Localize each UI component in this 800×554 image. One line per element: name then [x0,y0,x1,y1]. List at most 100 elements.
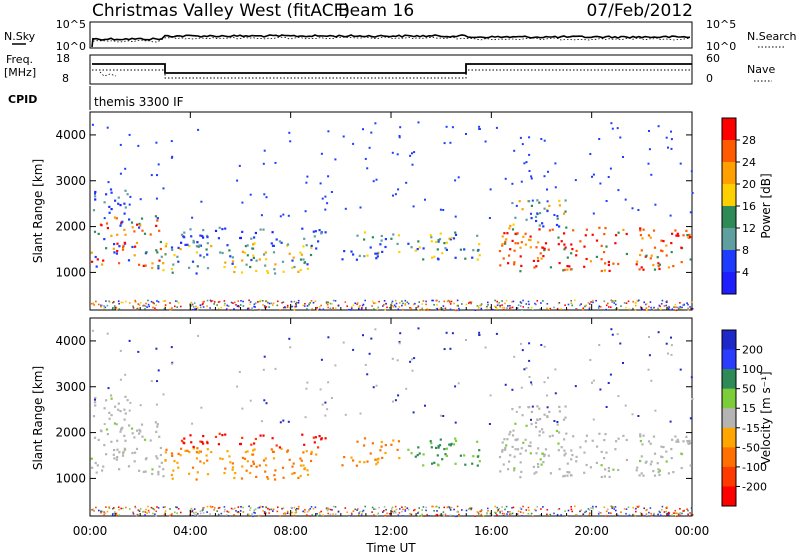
velocity-cell [562,418,566,421]
power-cell [150,300,153,303]
velocity-cell [94,398,96,401]
power-cell [504,242,507,245]
velocity-cell [499,511,501,514]
power-cell [558,262,561,265]
power-cell [263,306,266,308]
velocity-cell [437,446,440,449]
power-cell [108,301,111,303]
power-cell [543,207,546,210]
power-cell [93,304,95,306]
velocity-cell [560,446,563,449]
power-cell [238,164,241,167]
velocity-cell [603,457,606,460]
velocity-cell [671,438,674,441]
velocity-cell [523,368,526,371]
velocity-cell [364,363,367,366]
velocity-cell [297,505,300,508]
velocity-cell [162,393,165,396]
power-cell [648,130,650,132]
velocity-cell [260,505,262,508]
velocity-cell [666,506,668,508]
velocity-cell [197,512,199,515]
power-cell [679,306,681,308]
velocity-cell [199,460,202,463]
velocity-cell [548,435,551,438]
power-cell [193,306,195,308]
velocity-cell [268,512,270,514]
velocity-cell [209,505,212,508]
power-cell [507,305,509,307]
power-cell [536,199,539,202]
velocity-cell [547,454,550,457]
power-cell [195,307,198,310]
velocity-cell [614,448,617,451]
velocity-cell [652,435,656,438]
velocity-cell [553,420,556,422]
velocity-cell [196,447,199,450]
power-cell [667,266,670,269]
velocity-cell [562,475,565,478]
velocity-cell [302,464,305,467]
power-cell [687,309,690,311]
power-cell [320,304,322,307]
velocity-cell [660,455,663,458]
power-cell [282,270,285,273]
power-cell [616,127,619,130]
velocity-cell [246,460,249,463]
velocity-cell [513,467,516,470]
velocity-cell [136,429,139,432]
velocity-cell [582,513,585,515]
power-cell [617,308,619,311]
velocity-cell [450,442,453,445]
power-cell [656,256,659,259]
power-cell [509,305,511,307]
power-cell [470,301,473,304]
power-cell [332,307,334,309]
power-cell [319,308,321,311]
velocity-cell [414,508,416,511]
velocity-cell [690,513,692,516]
velocity-cell [657,471,660,474]
power-cell [119,224,122,227]
power-cell [219,251,222,254]
power-cell [517,304,520,306]
velocity-cell [598,432,601,435]
power-cell [456,299,459,302]
power-cell [638,268,641,271]
velocity-cell [128,424,131,427]
power-cell [534,215,538,218]
velocity-cell [397,514,400,516]
velocity-cell [390,508,393,510]
velocity-cell [603,506,606,509]
power-cell [160,255,163,258]
power-cell [652,264,655,267]
power-cell [407,302,410,305]
velocity-cell [226,450,229,453]
power-cell [514,242,517,245]
power-cell [428,309,431,311]
power-cell [436,304,438,306]
power-cell [295,305,298,308]
velocity-cell [155,515,157,517]
power-cell [690,301,693,303]
velocity-cell [202,435,205,438]
power-cell [192,241,195,244]
power-cell [657,265,660,268]
colorbar-swatch [722,447,736,468]
velocity-cell [121,426,124,429]
power-cell [592,212,595,215]
velocity-cell [501,510,503,512]
power-cell [484,140,487,143]
power-cell [401,300,403,302]
colorbar-swatch [722,272,736,295]
velocity-cell [398,342,401,345]
power-cell [536,257,540,260]
velocity-cell [267,507,269,510]
power-cell [274,272,277,275]
power-cell [575,254,578,257]
power-cell [314,230,317,233]
velocity-cell [416,454,419,457]
power-cell [379,243,382,246]
velocity-cell [197,334,200,337]
power-cell [352,304,355,306]
